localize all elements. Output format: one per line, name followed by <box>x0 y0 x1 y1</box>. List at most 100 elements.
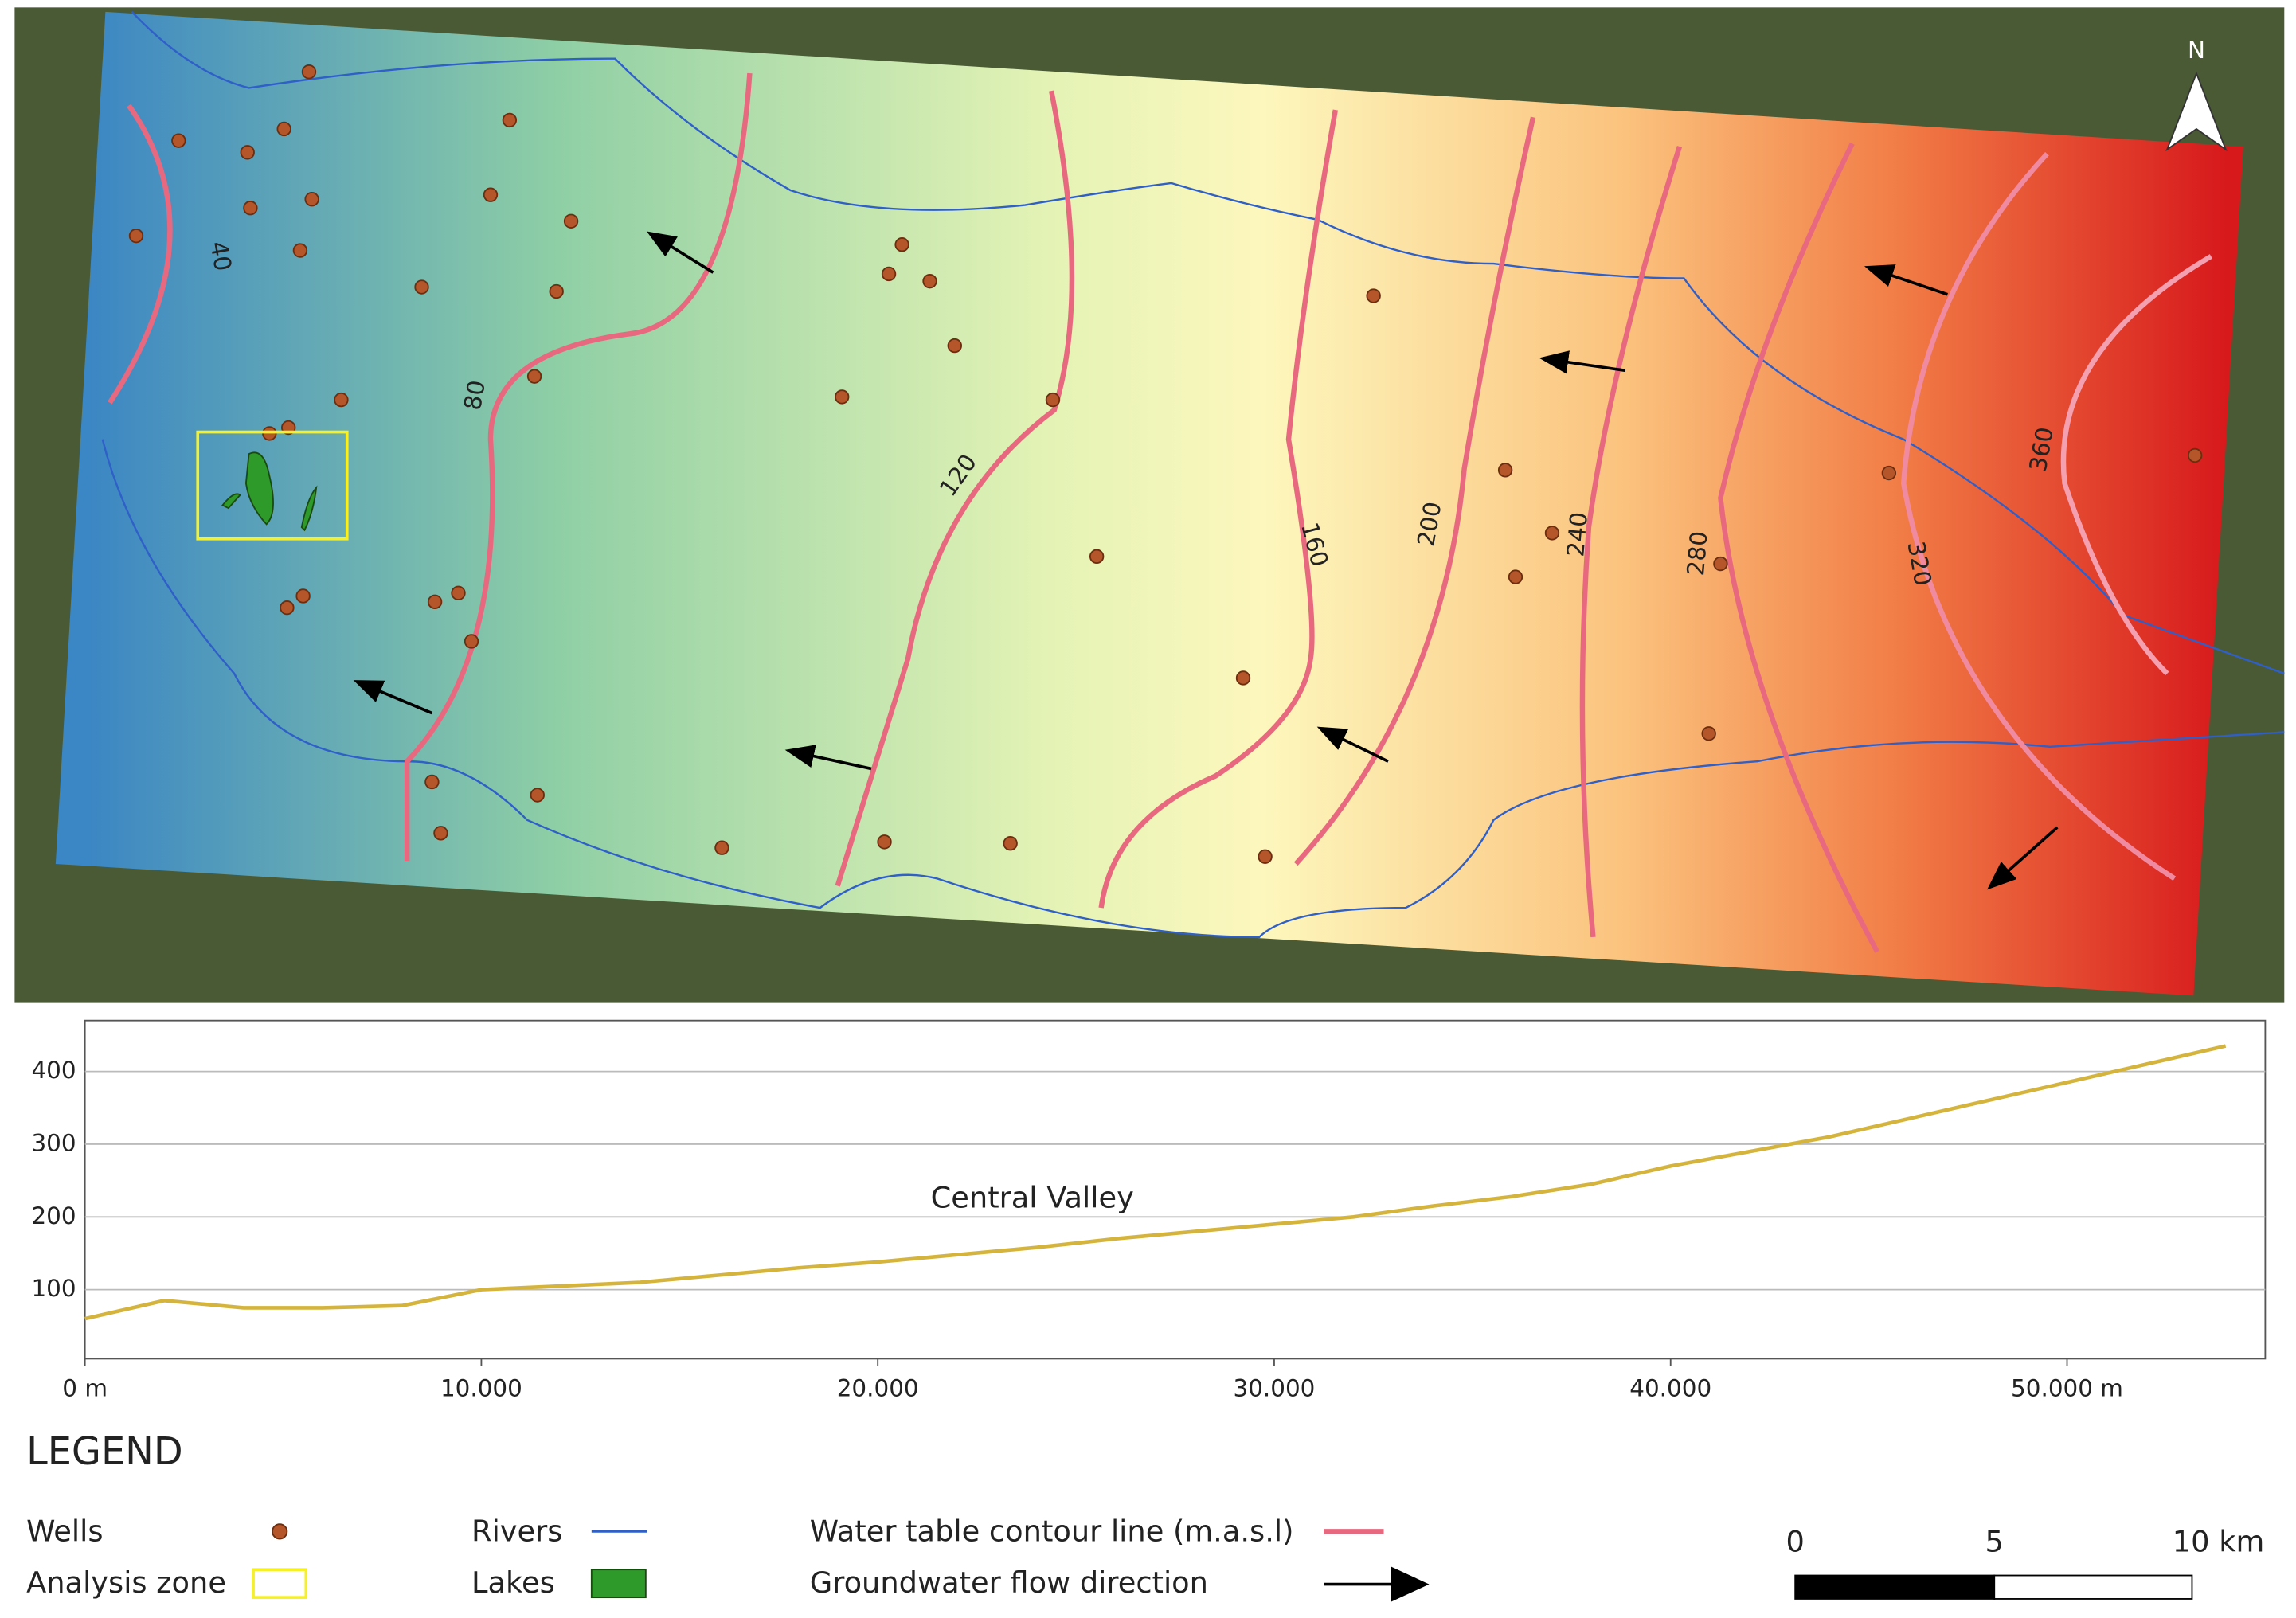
well <box>922 273 937 289</box>
map: 40 80 120 160 200 240 280 320 360 <box>14 7 2285 1003</box>
y-tick-label: 100 <box>31 1275 76 1302</box>
north-label: N <box>2188 37 2205 64</box>
flow-arrow <box>1316 726 1389 763</box>
scale-bar: 0 5 10 km <box>1786 1525 2265 1600</box>
well <box>1045 392 1061 408</box>
well <box>877 834 892 850</box>
x-tick-label: 40.000 <box>1629 1375 1711 1402</box>
contour-label: 280 <box>1682 530 1713 577</box>
x-tick-label: 30.000 <box>1234 1375 1316 1402</box>
well <box>714 840 729 855</box>
flow-arrow <box>784 745 872 771</box>
flow-arrow <box>353 680 433 715</box>
y-tick-label: 200 <box>31 1202 76 1229</box>
well <box>1544 526 1560 541</box>
x-tick-label: 20.000 <box>837 1375 919 1402</box>
contour-label: 40 <box>205 239 237 273</box>
well <box>1003 836 1018 851</box>
flow-arrow <box>1864 264 1948 296</box>
well <box>483 187 499 202</box>
well <box>464 634 479 649</box>
scale-segment <box>1794 1574 1996 1600</box>
scale-label: 10 km <box>2173 1525 2265 1559</box>
contour-line <box>1098 109 1339 909</box>
well <box>1235 670 1251 686</box>
legend-label: Analysis zone <box>26 1565 226 1600</box>
y-tick-label: 400 <box>31 1057 76 1084</box>
profile-chart: Central Valley 100 200 300 400 0 m 10.000 20.0… <box>31 1019 2267 1402</box>
flow-arrows <box>353 231 2059 890</box>
well <box>301 64 317 80</box>
well <box>240 145 255 160</box>
legend-symbol <box>590 1569 647 1599</box>
contour-line <box>2060 254 2212 676</box>
well <box>1258 849 1273 864</box>
well <box>1366 288 1381 303</box>
flow-arrow <box>1987 826 2059 890</box>
flow-arrow <box>646 231 714 274</box>
river <box>131 11 2285 675</box>
legend-label: Groundwater flow direction <box>810 1565 1208 1600</box>
well <box>1713 556 1728 572</box>
well <box>894 237 909 252</box>
contour-line <box>1901 152 2177 881</box>
well <box>243 201 258 216</box>
legend-label: Lakes <box>471 1565 555 1600</box>
contour-line <box>108 104 173 404</box>
y-tick-label: 300 <box>31 1129 76 1156</box>
well <box>2187 447 2203 463</box>
well <box>502 112 518 128</box>
well <box>563 213 579 229</box>
well <box>1497 463 1513 478</box>
well <box>276 121 291 137</box>
north-arrow: N <box>2165 37 2228 152</box>
contour-label: 240 <box>1562 511 1593 558</box>
contour-lines <box>108 72 2212 953</box>
legend: LEGEND Wells Analysis zone Rivers Lakes … <box>26 1430 1430 1602</box>
lake <box>244 451 274 526</box>
well <box>1701 726 1716 741</box>
well <box>424 774 440 790</box>
well <box>427 594 443 610</box>
contour-label: 80 <box>459 378 491 412</box>
contour-line <box>1579 146 1682 938</box>
annotation: Central Valley <box>931 1180 1134 1214</box>
x-tick-label: 10.000 <box>440 1375 522 1402</box>
scale-segment <box>1993 1574 2193 1600</box>
water-table-surface <box>55 11 2243 996</box>
wells <box>128 64 2203 864</box>
well <box>334 392 349 408</box>
well <box>280 600 295 616</box>
legend-symbol <box>272 1523 288 1540</box>
well <box>295 588 311 604</box>
legend-label: Water table contour line (m.a.s.l) <box>810 1514 1294 1549</box>
well <box>526 369 542 384</box>
well <box>530 788 545 803</box>
contour-line <box>1718 142 1879 953</box>
legend-symbol <box>252 1568 308 1599</box>
profile-line <box>84 1044 2227 1321</box>
scale-label: 0 <box>1786 1525 1804 1559</box>
well <box>947 338 962 354</box>
lake <box>221 485 318 532</box>
well <box>549 283 564 299</box>
flow-arrow <box>1539 350 1626 374</box>
x-tick-label: 0 m <box>62 1375 108 1402</box>
plot-frame <box>84 1019 2267 1360</box>
well <box>881 266 897 282</box>
well <box>1508 569 1523 584</box>
well <box>304 192 319 207</box>
legend-title: LEGEND <box>26 1430 183 1474</box>
contour-line <box>1293 116 1536 866</box>
well <box>292 243 308 258</box>
well <box>1089 549 1105 565</box>
scale-label: 5 <box>1985 1525 2004 1559</box>
river <box>101 439 2285 939</box>
contour-line <box>835 90 1075 887</box>
well <box>414 279 429 295</box>
well <box>451 585 466 600</box>
well <box>433 826 448 841</box>
well <box>171 133 186 148</box>
legend-label: Wells <box>26 1514 103 1549</box>
